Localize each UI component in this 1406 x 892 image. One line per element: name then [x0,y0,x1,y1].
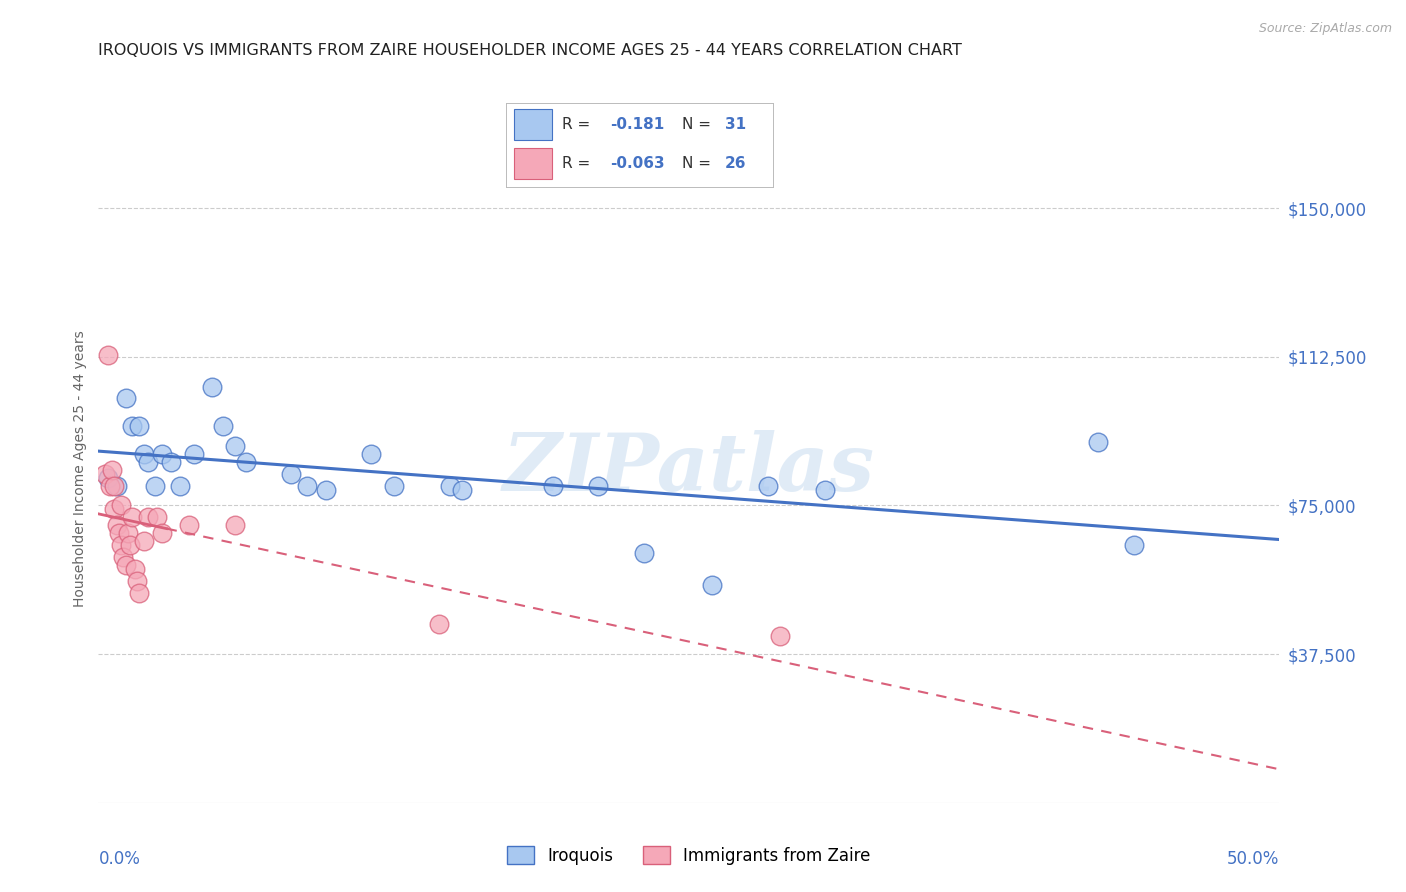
Text: 0.0%: 0.0% [98,849,141,868]
Text: R =: R = [562,156,595,171]
Point [98,478,121,492]
Point [150,526,173,541]
Point [103,478,125,492]
Y-axis label: Householder Income Ages 25 - 44 years: Householder Income Ages 25 - 44 years [73,330,87,607]
Point [96,471,118,485]
Point [121,419,143,434]
Point [224,518,246,533]
Point [541,478,564,492]
Point [450,483,472,497]
Point [138,510,160,524]
Point [427,617,450,632]
Point [96,348,118,362]
Point [117,526,139,541]
Point [235,455,257,469]
Point [110,499,132,513]
Point [114,392,136,406]
Point [212,419,235,434]
Point [586,478,609,492]
Point [633,546,655,560]
Point [132,534,155,549]
Text: Source: ZipAtlas.com: Source: ZipAtlas.com [1258,22,1392,36]
Text: 31: 31 [725,117,747,132]
Text: IROQUOIS VS IMMIGRANTS FROM ZAIRE HOUSEHOLDER INCOME AGES 25 - 44 YEARS CORRELAT: IROQUOIS VS IMMIGRANTS FROM ZAIRE HOUSEH… [98,43,962,58]
Legend: Iroquois, Immigrants from Zaire: Iroquois, Immigrants from Zaire [501,839,877,871]
Point [101,463,124,477]
Point [315,483,337,497]
Point [814,483,837,497]
Point [224,439,246,453]
Text: -0.181: -0.181 [610,117,665,132]
Text: 50.0%: 50.0% [1227,849,1279,868]
Text: ZIPatlas: ZIPatlas [503,430,875,507]
Point [769,629,792,643]
Point [138,455,160,469]
Point [1123,538,1146,552]
Point [132,447,155,461]
Point [169,478,191,492]
Point [1087,435,1109,450]
Point [105,518,128,533]
Point [150,447,173,461]
Point [108,526,131,541]
Point [360,447,382,461]
Point [103,502,125,516]
Text: 26: 26 [725,156,747,171]
Point [179,518,201,533]
Point [160,455,183,469]
Point [183,447,205,461]
Point [201,379,224,393]
Bar [515,148,551,178]
Point [105,478,128,492]
Text: -0.063: -0.063 [610,156,665,171]
Point [280,467,302,481]
Text: R =: R = [562,117,595,132]
Point [143,478,166,492]
Point [128,585,150,599]
Text: N =: N = [682,156,716,171]
Point [124,562,146,576]
Point [112,549,135,564]
Point [382,478,405,492]
Bar [515,110,551,140]
Point [758,478,780,492]
Point [94,467,117,481]
Point [121,510,143,524]
Point [146,510,169,524]
Point [128,419,150,434]
Point [110,538,132,552]
Text: N =: N = [682,117,716,132]
Point [114,558,136,572]
Point [700,578,723,592]
Point [439,478,461,492]
Point [120,538,142,552]
Point [125,574,148,588]
Point [297,478,319,492]
